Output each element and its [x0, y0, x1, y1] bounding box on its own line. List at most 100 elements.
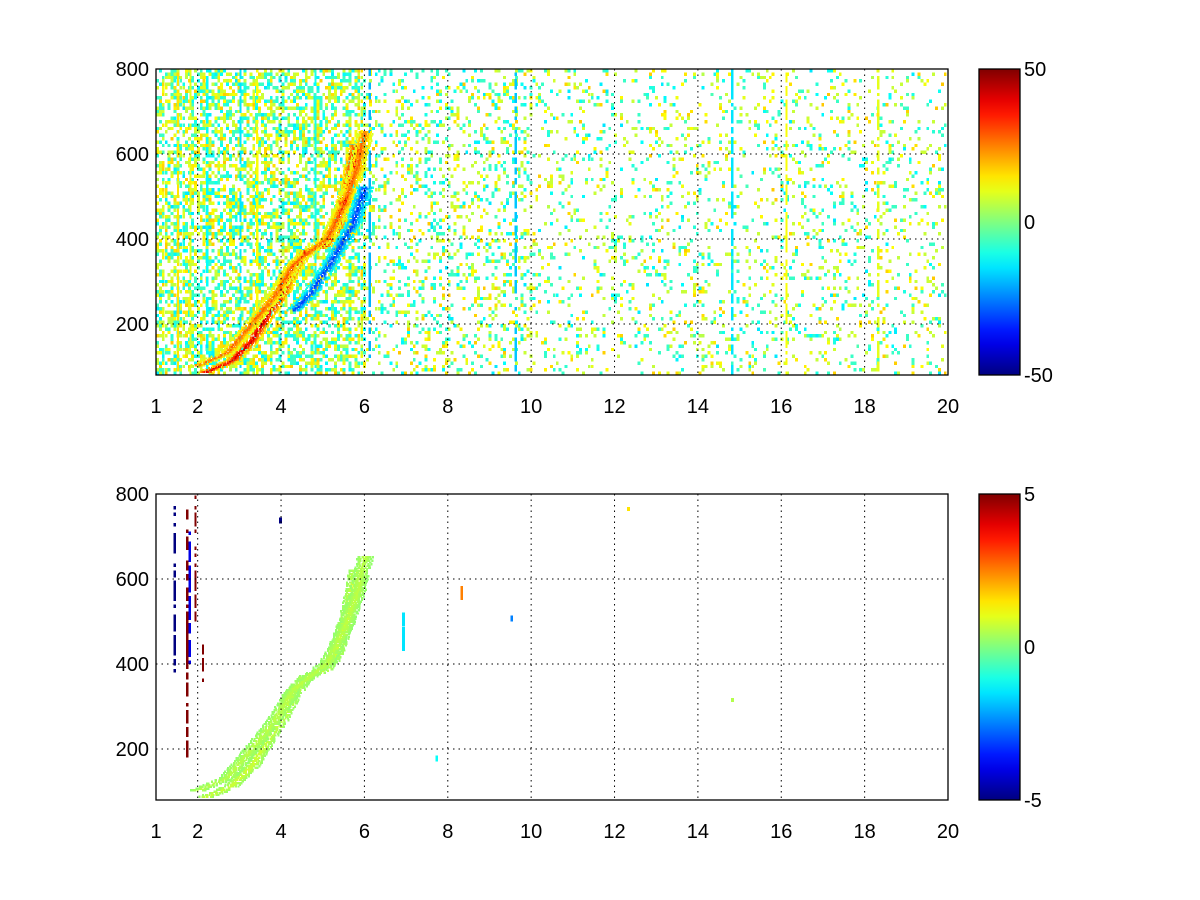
heatmap-cell-0-126 [161, 222, 165, 226]
heatmap-cell-0-365 [176, 252, 180, 256]
heatmap-cell-0-646 [191, 157, 194, 161]
heatmap-cell-0-2899 [325, 300, 329, 304]
heatmap-cell-0-3178 [342, 324, 346, 328]
heatmap-cell-0-1471 [240, 222, 244, 226]
heatmap-cell-0-4933 [570, 113, 574, 117]
heatmap-cell-0-3162 [339, 140, 343, 144]
heatmap-cell-0-982 [211, 249, 215, 253]
heatmap-cell-0-1333 [231, 208, 235, 212]
heatmap-cell-0-3904 [412, 188, 416, 192]
heatmap-cell-0-968 [211, 327, 215, 331]
heatmap-cell-0-3809 [401, 310, 404, 314]
heatmap-cell-0-4240 [456, 106, 460, 110]
heatmap-cell-0-2681 [310, 69, 314, 73]
heatmap-cell-0-1815 [261, 283, 264, 287]
heatmap-cell-0-1656 [252, 307, 256, 311]
heatmap-cell-0-3414 [354, 82, 358, 86]
heatmap-cell-0-4498 [494, 69, 498, 73]
heatmap-cell-0-3835 [404, 242, 407, 246]
heatmap-cell-0-2954 [328, 177, 332, 182]
heatmap-cell-0-2022 [272, 154, 276, 158]
heatmap-cell-0-3261 [345, 143, 349, 148]
heatmap-cell-0-36 [156, 150, 159, 154]
heatmap-cell-0-484 [182, 198, 186, 202]
heatmap-cell-0-2960 [328, 157, 332, 161]
heatmap-cell-0-1961 [269, 249, 273, 253]
heatmap-cell-0-933 [208, 198, 212, 202]
heatmap-cell-0-1175 [223, 279, 226, 284]
heatmap-cell-0-3226 [345, 334, 349, 338]
heatmap-cell-0-2553 [304, 313, 308, 318]
heatmap-cell-0-3742 [389, 72, 393, 76]
heatmap-cell-0-3917 [415, 273, 419, 277]
heatmap-cell-0-1517 [243, 249, 247, 253]
heatmap-cell-0-404 [176, 69, 180, 73]
heatmap-cell-0-3039 [334, 279, 337, 284]
heatmap-cell-0-4507 [497, 239, 501, 243]
heatmap-cell-0-3077 [334, 96, 337, 100]
heatmap-cell-0-1422 [237, 232, 241, 236]
heatmap-cell-0-4663 [517, 256, 521, 260]
heatmap-cell-0-4925 [570, 218, 574, 222]
heatmap-cell-0-1235 [226, 194, 229, 199]
heatmap-cell-0-4982 [582, 157, 585, 161]
heatmap-cell-0-1413 [237, 300, 241, 304]
heatmap-cell-0-734 [196, 194, 200, 199]
heatmap-cell-0-2835 [319, 120, 323, 124]
heatmap-cell-0-4892 [564, 337, 568, 341]
heatmap-cell-0-1264 [228, 324, 232, 328]
heatmap-cell-0-1462 [240, 293, 244, 297]
heatmap-cell-0-4730 [526, 232, 530, 236]
heatmap-cell-0-1634 [249, 133, 253, 137]
heatmap-cell-0-1753 [258, 344, 261, 348]
heatmap-cell-0-1770 [258, 256, 261, 260]
heatmap-cell-0-4843 [549, 184, 553, 188]
heatmap-cell-0-4992 [584, 334, 588, 338]
heatmap-cell-0-211 [167, 296, 171, 301]
heatmap-cell-0-3647 [374, 120, 378, 124]
heatmap-cell-0-4757 [529, 92, 533, 97]
heatmap-cell-0-4045 [433, 327, 437, 331]
heatmap-cell-0-1769 [258, 259, 261, 263]
heatmap-cell-0-4872 [558, 300, 562, 304]
heatmap-cell-0-3885 [409, 147, 413, 151]
heatmap-cell-0-3520 [360, 113, 364, 117]
heatmap-cell-0-1158 [223, 371, 226, 375]
heatmap-cell-0-2342 [293, 300, 296, 304]
heatmap-cell-0-38 [156, 140, 159, 144]
heatmap-cell-0-3701 [383, 205, 387, 209]
heatmap-cell-0-471 [182, 249, 186, 253]
heatmap-cell-0-4669 [517, 150, 521, 154]
heatmap-cell-0-3674 [377, 82, 381, 86]
heatmap-cell-0-612 [191, 334, 194, 338]
heatmap-cell-0-2208 [284, 235, 288, 239]
heatmap-cell-0-3088 [336, 337, 340, 341]
heatmap-cell-0-4593 [509, 273, 512, 277]
heatmap-cell-0-2256 [287, 225, 291, 229]
heatmap-cell-0-2568 [304, 218, 308, 222]
heatmap-cell-0-3035 [334, 300, 337, 304]
heatmap-cell-0-1092 [217, 147, 221, 151]
heatmap-cell-0-3887 [409, 120, 413, 124]
heatmap-cell-0-4794 [538, 96, 542, 100]
heatmap-cell-0-209 [167, 310, 171, 314]
heatmap-cell-0-1635 [249, 126, 253, 131]
heatmap-cell-0-4284 [465, 256, 469, 260]
heatmap-cell-0-2056 [275, 228, 279, 233]
heatmap-cell-0-3463 [357, 103, 361, 107]
heatmap-cell-0-3344 [351, 266, 355, 270]
heatmap-cell-0-2792 [316, 99, 320, 103]
heatmap-cell-0-1801 [261, 364, 264, 369]
heatmap-cell-0-3051 [334, 235, 337, 239]
heatmap-cell-0-1798 [258, 72, 261, 76]
heatmap-cell-0-48 [158, 368, 162, 372]
heatmap-cell-0-3728 [389, 324, 393, 328]
heatmap-cell-0-1713 [255, 283, 259, 287]
heatmap-cell-0-1534 [243, 126, 247, 131]
heatmap-cell-0-4543 [503, 327, 507, 331]
heatmap-cell-0-4409 [482, 96, 486, 100]
heatmap-cell-0-106 [161, 337, 165, 341]
heatmap-cell-0-4863 [555, 218, 559, 222]
heatmap-cell-0-1151 [220, 96, 224, 100]
heatmap-cell-0-3120 [336, 120, 340, 124]
